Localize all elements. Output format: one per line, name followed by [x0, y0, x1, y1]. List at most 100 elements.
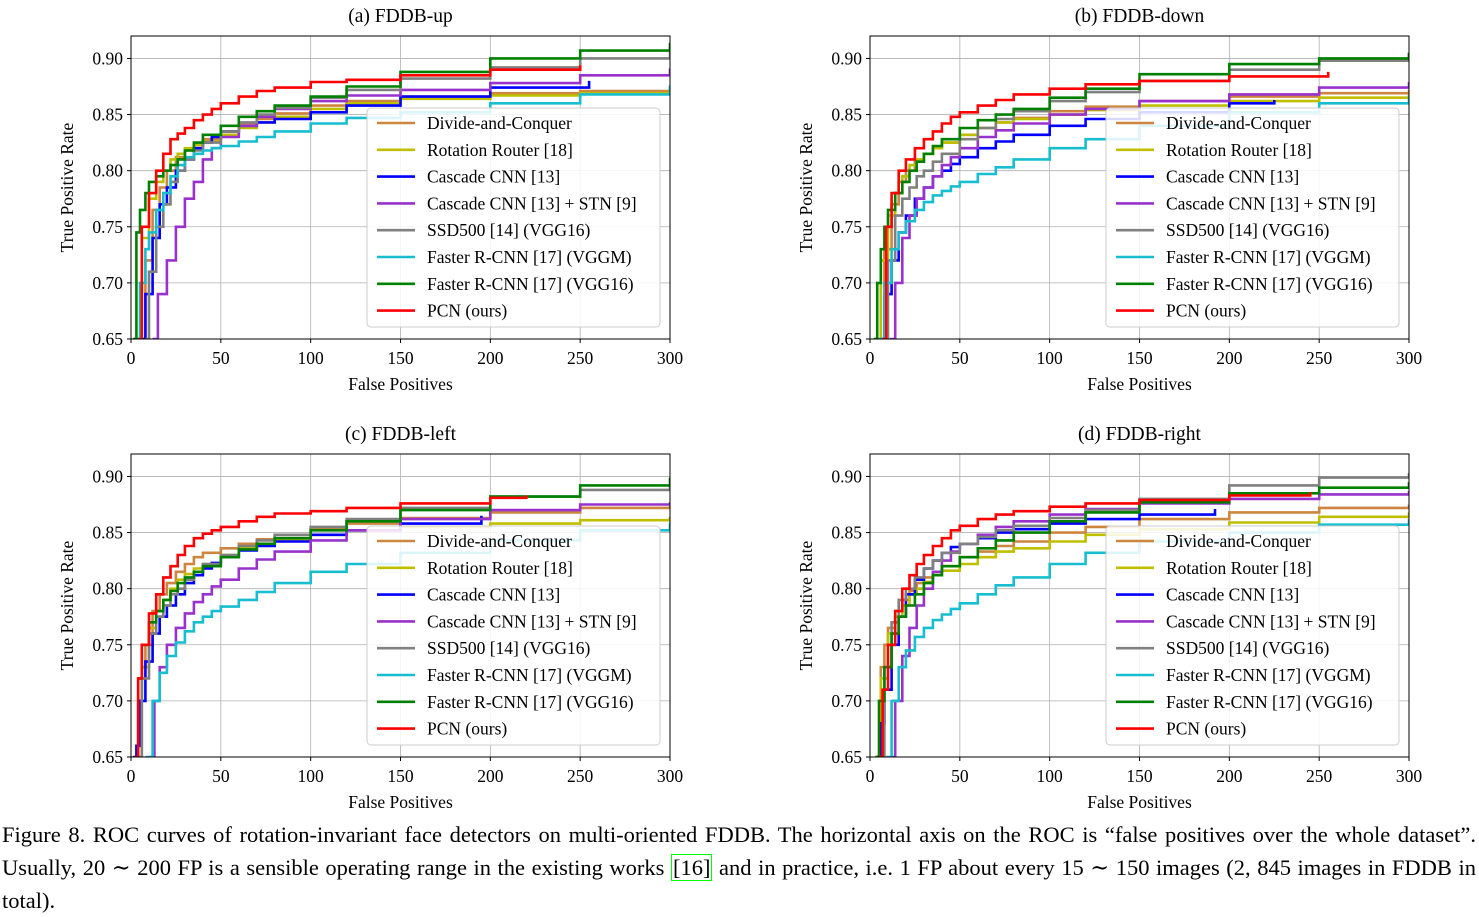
y-tick-label: 0.90 — [92, 466, 123, 486]
legend-label: Rotation Router [18] — [427, 558, 573, 578]
y-tick-label: 0.75 — [92, 217, 123, 237]
x-tick-label: 200 — [1216, 348, 1243, 368]
legend: Divide-and-Conquer Rotation Router [18] Ca… — [1105, 107, 1400, 328]
caption-text-part-2: and in practice, i.e. 1 FP about every 1… — [2, 855, 1476, 913]
legend-box — [366, 525, 661, 746]
y-tick-label: 0.85 — [92, 523, 123, 543]
legend-label: Rotation Router [18] — [427, 140, 573, 160]
x-tick-label: 200 — [477, 766, 504, 786]
chart-title: (c) FDDB-left — [345, 424, 457, 445]
y-tick-label: 0.70 — [92, 273, 123, 293]
y-axis-label: True Positive Rate — [796, 540, 816, 670]
y-tick-label: 0.85 — [831, 523, 862, 543]
x-tick-label: 300 — [657, 348, 684, 368]
legend-label: Faster R-CNN [17] (VGG16) — [1166, 274, 1373, 294]
x-tick-label: 250 — [1306, 766, 1333, 786]
y-tick-label: 0.80 — [92, 579, 123, 599]
legend-label: Divide-and-Conquer — [427, 113, 572, 133]
x-tick-label: 100 — [1037, 348, 1064, 368]
chart-panel-3: 0 50 100 150 200 250 300 0.65 0.70 0.75 0.80 0.85 0.… — [57, 424, 683, 812]
legend-label: Cascade CNN [13] — [1166, 585, 1299, 605]
x-tick-label: 200 — [477, 348, 504, 368]
x-tick-label: 0 — [866, 766, 875, 786]
x-tick-label: 50 — [951, 766, 969, 786]
x-tick-label: 50 — [212, 348, 230, 368]
y-axis-label: True Positive Rate — [57, 540, 77, 670]
x-tick-label: 0 — [127, 766, 136, 786]
legend-label: Faster R-CNN [17] (VGGM) — [1166, 247, 1371, 267]
series-line-3 — [141, 80, 591, 339]
x-axis-label: False Positives — [348, 374, 453, 394]
legend-label: Cascade CNN [13] + STN [9] — [1166, 193, 1376, 213]
reference-link[interactable]: [16] — [670, 854, 713, 881]
legend: Divide-and-Conquer Rotation Router [18] Ca… — [1105, 525, 1400, 746]
legend-label: Rotation Router [18] — [1166, 140, 1312, 160]
chart-title: (a) FDDB-up — [348, 6, 453, 27]
x-tick-label: 50 — [951, 348, 969, 368]
legend-label: Cascade CNN [13] — [427, 167, 560, 187]
chart-title: (d) FDDB-right — [1078, 424, 1202, 445]
x-tick-label: 300 — [657, 766, 684, 786]
legend-label: Cascade CNN [13] — [1166, 167, 1299, 187]
chart-panel-2: 0 50 100 150 200 250 300 0.65 0.70 0.75 0.80 0.85 0.… — [796, 6, 1422, 394]
x-tick-label: 250 — [567, 766, 594, 786]
x-tick-label: 0 — [127, 348, 136, 368]
x-tick-label: 300 — [1396, 348, 1423, 368]
roc-figure: 0 50 100 150 200 250 300 0.65 0.70 0.75 0.80 0.85 0.… — [57, 6, 1422, 812]
x-tick-label: 150 — [387, 348, 414, 368]
x-tick-label: 150 — [387, 766, 414, 786]
y-tick-label: 0.70 — [831, 273, 862, 293]
legend-label: Rotation Router [18] — [1166, 558, 1312, 578]
legend-label: Divide-and-Conquer — [1166, 531, 1311, 551]
legend-label: SSD500 [14] (VGG16) — [427, 638, 591, 658]
y-tick-label: 0.75 — [831, 217, 862, 237]
y-tick-label: 0.80 — [831, 161, 862, 181]
legend-label: PCN (ours) — [427, 719, 507, 739]
y-tick-label: 0.90 — [831, 466, 862, 486]
legend-label: Faster R-CNN [17] (VGGM) — [427, 247, 632, 267]
x-axis-label: False Positives — [348, 792, 453, 812]
series-line-8 — [134, 495, 528, 757]
legend-label: Faster R-CNN [17] (VGGM) — [1166, 665, 1371, 685]
x-tick-label: 200 — [1216, 766, 1243, 786]
legend-label: Faster R-CNN [17] (VGGM) — [427, 665, 632, 685]
x-tick-label: 250 — [1306, 348, 1333, 368]
legend-label: Faster R-CNN [17] (VGG16) — [427, 274, 634, 294]
legend-label: Divide-and-Conquer — [1166, 113, 1311, 133]
y-tick-label: 0.90 — [831, 48, 862, 68]
legend-box — [366, 107, 661, 328]
y-tick-label: 0.70 — [831, 691, 862, 711]
x-tick-label: 100 — [298, 766, 325, 786]
x-tick-label: 150 — [1126, 766, 1153, 786]
caption-text-part-1: Figure 8. ROC curves of rotation-invaria… — [2, 822, 1476, 880]
chart-title: (b) FDDB-down — [1075, 6, 1205, 27]
chart-panel-4: 0 50 100 150 200 250 300 0.65 0.70 0.75 0.80 0.85 0.… — [796, 424, 1422, 812]
legend-label: SSD500 [14] (VGG16) — [1166, 220, 1330, 240]
y-axis-label: True Positive Rate — [796, 122, 816, 252]
x-tick-label: 50 — [212, 766, 230, 786]
legend-label: Cascade CNN [13] — [427, 585, 560, 605]
x-axis-label: False Positives — [1087, 374, 1192, 394]
legend-box — [1105, 107, 1400, 328]
y-tick-label: 0.65 — [831, 329, 862, 349]
y-tick-label: 0.85 — [831, 105, 862, 125]
y-tick-label: 0.70 — [92, 691, 123, 711]
y-tick-label: 0.80 — [92, 161, 123, 181]
x-tick-label: 100 — [1037, 766, 1064, 786]
series-line-4 — [152, 68, 670, 339]
x-axis-label: False Positives — [1087, 792, 1192, 812]
legend-box — [1105, 525, 1400, 746]
x-tick-label: 250 — [567, 348, 594, 368]
x-tick-label: 100 — [298, 348, 325, 368]
series-line-8 — [138, 65, 582, 339]
legend-label: Divide-and-Conquer — [427, 531, 572, 551]
y-tick-label: 0.90 — [92, 48, 123, 68]
figure-caption: Figure 8. ROC curves of rotation-invaria… — [2, 818, 1476, 917]
legend-label: Cascade CNN [13] + STN [9] — [427, 193, 637, 213]
chart-panel-1: 0 50 100 150 200 250 300 0.65 0.70 0.75 0.80 0.85 0.… — [57, 6, 683, 394]
legend-label: PCN (ours) — [1166, 301, 1246, 321]
legend-label: Faster R-CNN [17] (VGG16) — [1166, 692, 1373, 712]
legend-label: SSD500 [14] (VGG16) — [427, 220, 591, 240]
legend: Divide-and-Conquer Rotation Router [18] Ca… — [366, 525, 661, 746]
y-tick-label: 0.75 — [92, 635, 123, 655]
